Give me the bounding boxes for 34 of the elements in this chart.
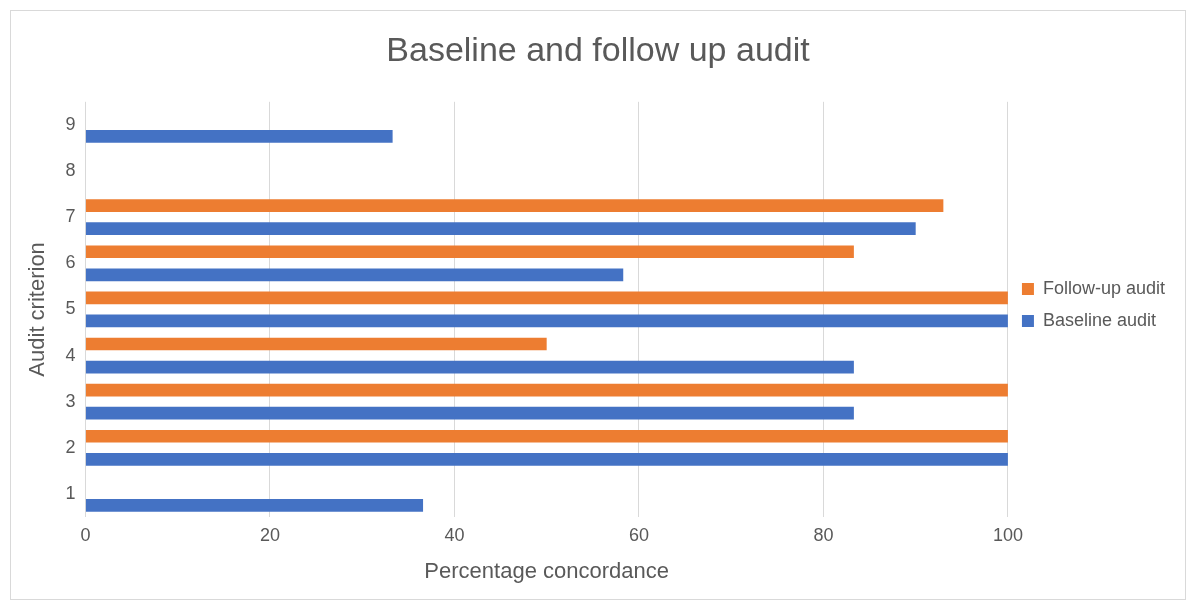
x-tick-label: 80 xyxy=(813,524,834,545)
y-tick-label: 2 xyxy=(65,436,76,457)
bar xyxy=(85,360,854,374)
bar xyxy=(85,222,916,236)
bar xyxy=(85,291,1008,305)
x-tick-label: 60 xyxy=(628,524,649,545)
y-tick-label: 1 xyxy=(65,482,76,503)
x-tick-label: 20 xyxy=(259,524,280,545)
y-tick-label: 7 xyxy=(65,206,76,227)
y-tick-label: 4 xyxy=(65,344,76,365)
bar xyxy=(85,429,1008,443)
y-tick-label: 3 xyxy=(65,390,76,411)
bar xyxy=(85,245,854,259)
legend-label: Follow-up audit xyxy=(1042,277,1165,298)
bar xyxy=(85,452,1008,466)
x-tick-label: 40 xyxy=(444,524,465,545)
bar xyxy=(85,314,1008,328)
bar xyxy=(85,130,393,143)
y-tick-label: 6 xyxy=(65,252,76,273)
x-tick-label: 0 xyxy=(80,524,91,545)
bar xyxy=(85,337,547,351)
y-tick-label: 9 xyxy=(65,113,76,134)
chart-title: Baseline and follow up audit xyxy=(386,29,811,68)
bar xyxy=(85,268,624,282)
bar xyxy=(85,406,854,420)
bar xyxy=(85,499,424,512)
y-tick-label: 8 xyxy=(65,159,76,180)
y-tick-label: 5 xyxy=(65,298,76,319)
bar xyxy=(85,383,1008,397)
bar xyxy=(85,199,944,212)
legend-label: Baseline audit xyxy=(1042,309,1157,330)
x-tick-label: 100 xyxy=(992,524,1023,545)
y-axis-title: Audit criterion xyxy=(24,242,50,377)
x-axis-title: Percentage concordance xyxy=(424,557,669,583)
